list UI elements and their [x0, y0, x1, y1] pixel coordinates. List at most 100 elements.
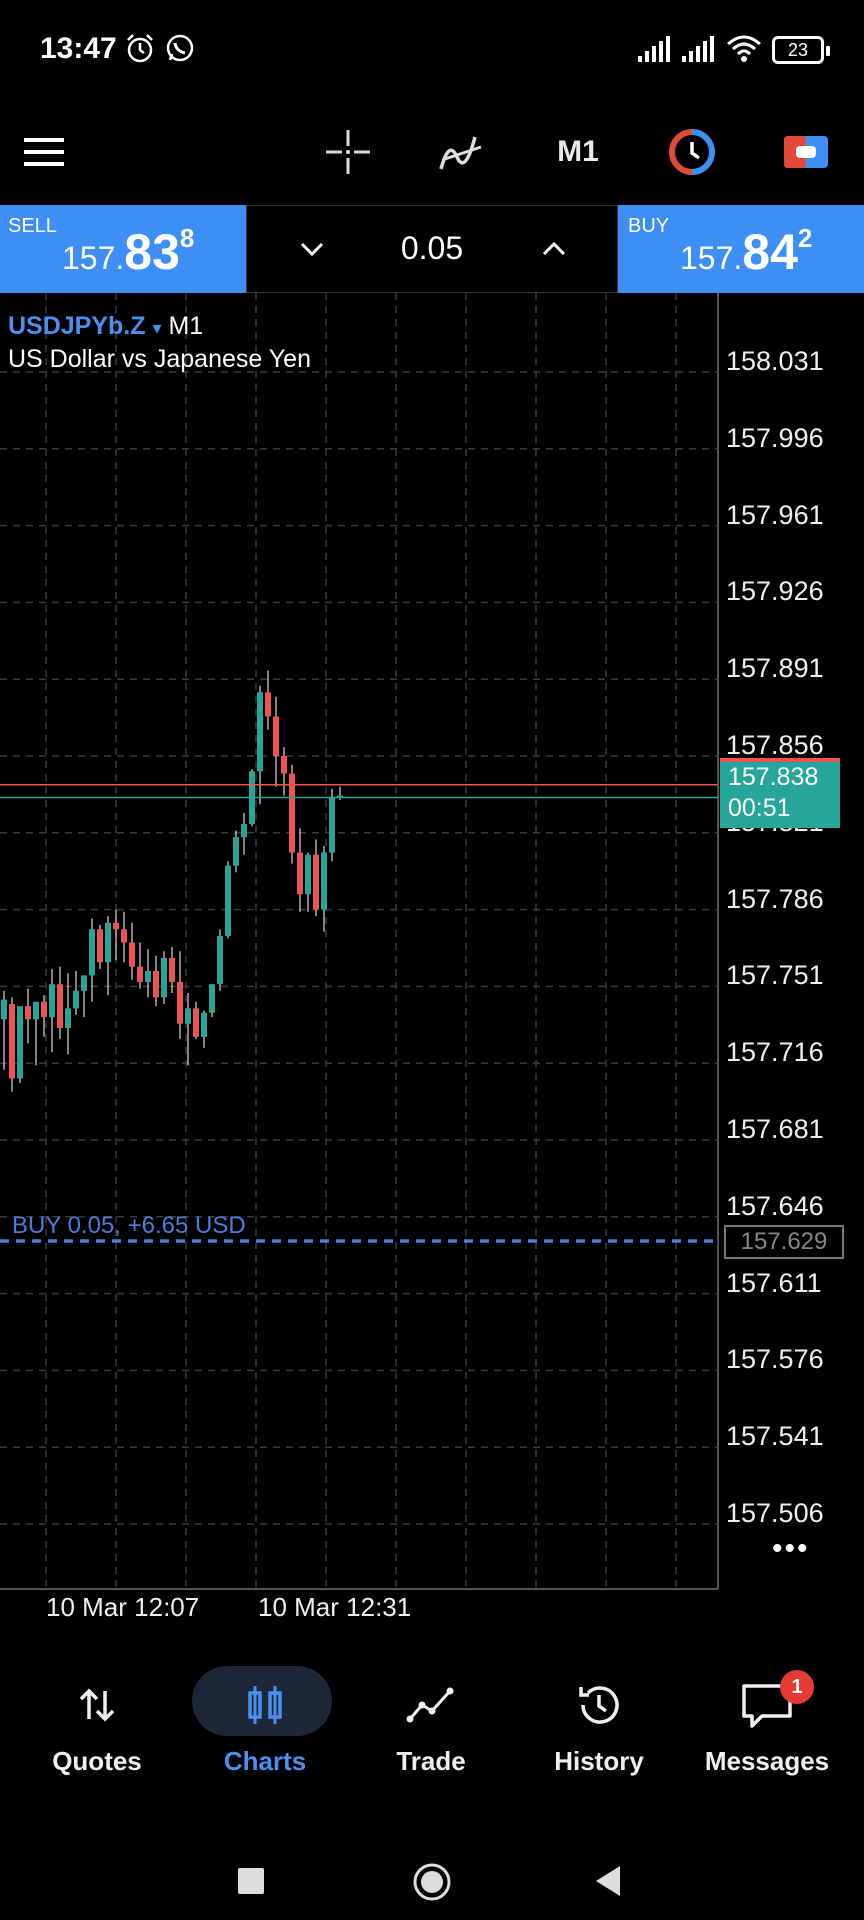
symbol-name[interactable]: USDJPYb.Z [8, 312, 146, 340]
candle-body [233, 837, 239, 866]
recents-square-icon[interactable] [236, 1866, 266, 1896]
price-chart[interactable] [0, 293, 864, 1593]
chart-canvas[interactable] [0, 293, 864, 1593]
candle-body [209, 984, 215, 1013]
volume-control: 0.05 [246, 205, 618, 293]
sell-button[interactable]: SELL 157.838 [0, 205, 246, 293]
symbol-dropdown-icon[interactable]: ▾ [152, 318, 162, 338]
nav-label: Charts [223, 1746, 307, 1776]
buy-label: BUY [628, 215, 670, 237]
price-axis-label: 157.681 [726, 1114, 824, 1144]
price-axis-label: 157.646 [726, 1190, 824, 1221]
home-circle-icon[interactable] [412, 1862, 452, 1902]
symbol-header[interactable]: USDJPYb.Z ▾ M1 [8, 312, 203, 341]
nav-label: History [554, 1746, 644, 1776]
candle-body [297, 852, 303, 895]
time-label: 10 Mar 12:07 [46, 1592, 200, 1622]
messages-badge: 1 [780, 1670, 814, 1704]
nav-label: Trade [396, 1746, 466, 1776]
candle-body [281, 756, 287, 774]
more-options-icon[interactable]: ••• [772, 1532, 810, 1565]
price-axis-label: 157.751 [726, 960, 824, 991]
signal-icon [638, 36, 670, 62]
one-click-trade-panel: SELL 157.838 0.05 BUY 157.842 [0, 205, 864, 293]
candle-body [89, 929, 95, 976]
sell-price: 157.838 [62, 223, 195, 280]
candle-body [65, 1008, 71, 1029]
trade-line-icon [396, 1680, 466, 1730]
candle-body [97, 929, 103, 963]
quotes-arrows-icon [62, 1680, 132, 1730]
nav-trade[interactable]: Trade [346, 1650, 516, 1800]
current-price-marker: 157.838 00:51 [720, 762, 840, 828]
trade-toggle-icon[interactable] [774, 120, 838, 184]
candle-body [169, 957, 175, 983]
price-axis-label: 157.891 [726, 653, 824, 684]
candle-body [257, 692, 263, 772]
crosshair-icon[interactable] [316, 120, 380, 184]
candle-body [17, 1006, 23, 1079]
symbol-description: US Dollar vs Japanese Yen [8, 345, 311, 373]
candle-body [225, 865, 231, 936]
candle-body [41, 1001, 47, 1018]
candle-body [121, 929, 127, 943]
price-axis-label: 157.541 [726, 1421, 824, 1452]
price-axis-label: 157.576 [726, 1344, 824, 1375]
sell-label: SELL [8, 215, 57, 237]
whatsapp-icon [166, 34, 194, 62]
status-time: 13:47 [40, 32, 117, 65]
candle-body [161, 957, 167, 998]
candle-body [305, 854, 311, 895]
candle-body [273, 716, 279, 756]
wifi-icon [727, 35, 761, 62]
volume-increase-button[interactable] [529, 224, 579, 274]
volume-value[interactable]: 0.05 [400, 230, 464, 266]
history-clock-icon [564, 1680, 634, 1730]
chevron-up-icon [542, 241, 566, 256]
current-price: 157.838 [728, 763, 819, 791]
price-axis-label: 157.716 [726, 1037, 824, 1068]
candle-body [49, 984, 55, 1018]
position-price-marker: 157.629 [724, 1225, 844, 1259]
price-axis-label: 157.926 [726, 576, 824, 607]
candle-body [25, 1006, 31, 1020]
volume-decrease-button[interactable] [287, 224, 337, 274]
nav-label: Quotes [52, 1746, 142, 1776]
position-label[interactable]: BUY 0.05, +6.65 USD [12, 1212, 246, 1239]
timeframe-button[interactable]: M1 [557, 135, 599, 168]
nav-quotes[interactable]: Quotes [12, 1650, 182, 1800]
active-tab-indicator [192, 1666, 332, 1736]
price-axis-label: 157.786 [726, 883, 824, 914]
price-axis-label: 157.611 [726, 1267, 822, 1298]
candle-body [289, 773, 295, 853]
candle-body [113, 922, 119, 930]
buy-button[interactable]: BUY 157.842 [618, 205, 864, 293]
candle-body [217, 935, 223, 985]
candle-body [57, 984, 63, 1029]
price-axis-label: 157.961 [726, 499, 824, 530]
chevron-down-icon [300, 242, 324, 257]
candle-body [265, 692, 271, 717]
alarm-icon [127, 34, 153, 63]
price-axis-label: 157.506 [726, 1498, 824, 1528]
price-axis-label: 157.996 [726, 422, 824, 453]
candle-body [201, 1012, 207, 1037]
nav-messages[interactable]: 1 Messages [682, 1650, 852, 1800]
nav-charts[interactable]: Charts [180, 1650, 350, 1800]
candle-body [337, 795, 343, 798]
chart-timeframe: M1 [168, 312, 204, 340]
candle-body [241, 824, 247, 838]
back-triangle-icon[interactable] [592, 1864, 624, 1898]
candle-body [321, 852, 327, 910]
indicators-icon[interactable] [430, 120, 494, 184]
price-axis-label: 157.856 [726, 730, 824, 760]
candle-body [73, 990, 79, 1009]
signal-icon [682, 36, 714, 62]
nav-history[interactable]: History [514, 1650, 684, 1800]
candle-body [177, 982, 183, 1024]
one-click-trading-icon[interactable] [660, 120, 724, 184]
hamburger-menu-icon[interactable] [12, 120, 76, 184]
candle-body [193, 1008, 199, 1037]
candle-body [33, 1001, 39, 1020]
candle-body [129, 942, 135, 967]
